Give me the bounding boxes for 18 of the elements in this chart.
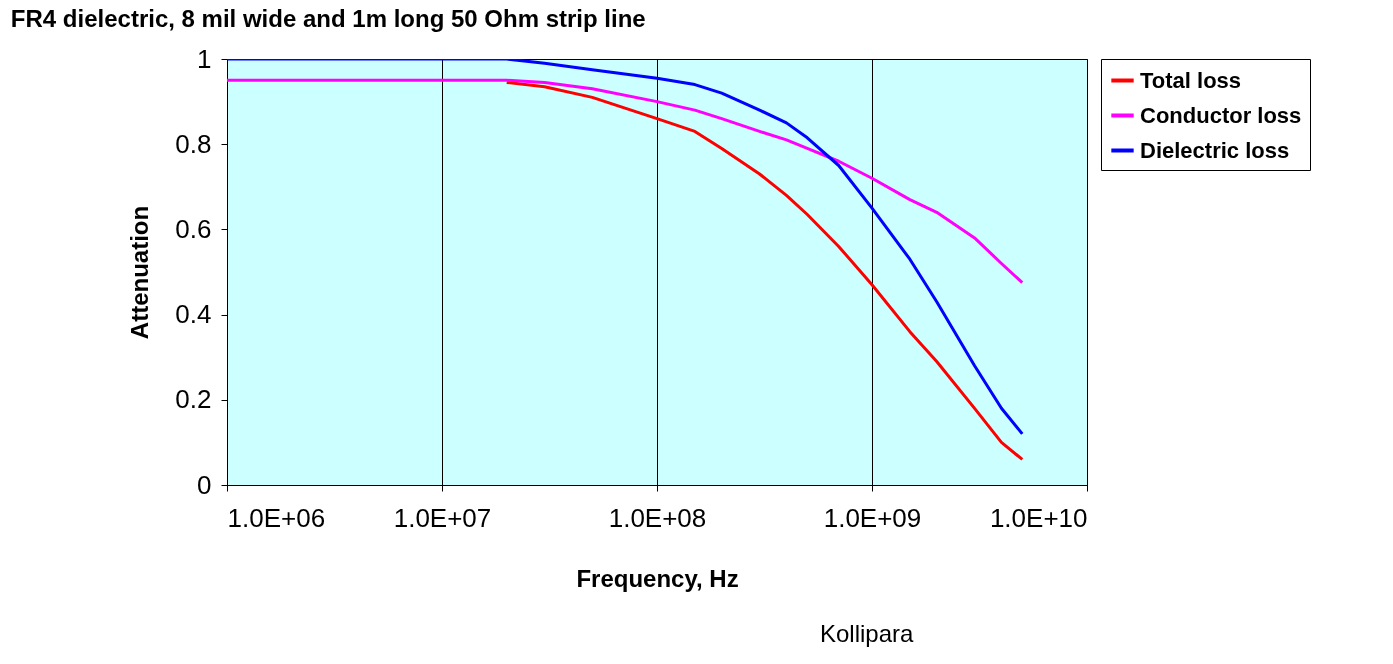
y-tick-label: 0.2: [175, 384, 212, 415]
x-tick-label: 1.0E+07: [393, 502, 492, 533]
x-tick-label: 1.0E+09: [823, 502, 922, 533]
chart-title: FR4 dielectric, 8 mil wide and 1m long 50 Ohm strip line: [10, 5, 646, 32]
legend-label: Conductor loss: [1140, 102, 1302, 128]
y-tick-label: 1: [197, 43, 212, 74]
y-axis-title: Attenuation: [126, 205, 154, 340]
legend-label: Total loss: [1140, 67, 1242, 93]
y-tick-label: 0: [197, 469, 212, 500]
text: Kollipara: [820, 620, 914, 648]
y-tick-label: 0.8: [175, 128, 212, 159]
x-tick-label: 1.0E+08: [608, 502, 707, 533]
x-tick-label: 1.0E+06: [227, 502, 326, 533]
y-tick-label: 0.4: [175, 299, 212, 330]
x-tick-label: 1.0E+10: [989, 502, 1088, 533]
x-axis-title: Frequency, Hz: [576, 564, 739, 592]
y-tick-label: 0.6: [175, 213, 212, 244]
legend-label: Dielectric loss: [1140, 137, 1290, 163]
